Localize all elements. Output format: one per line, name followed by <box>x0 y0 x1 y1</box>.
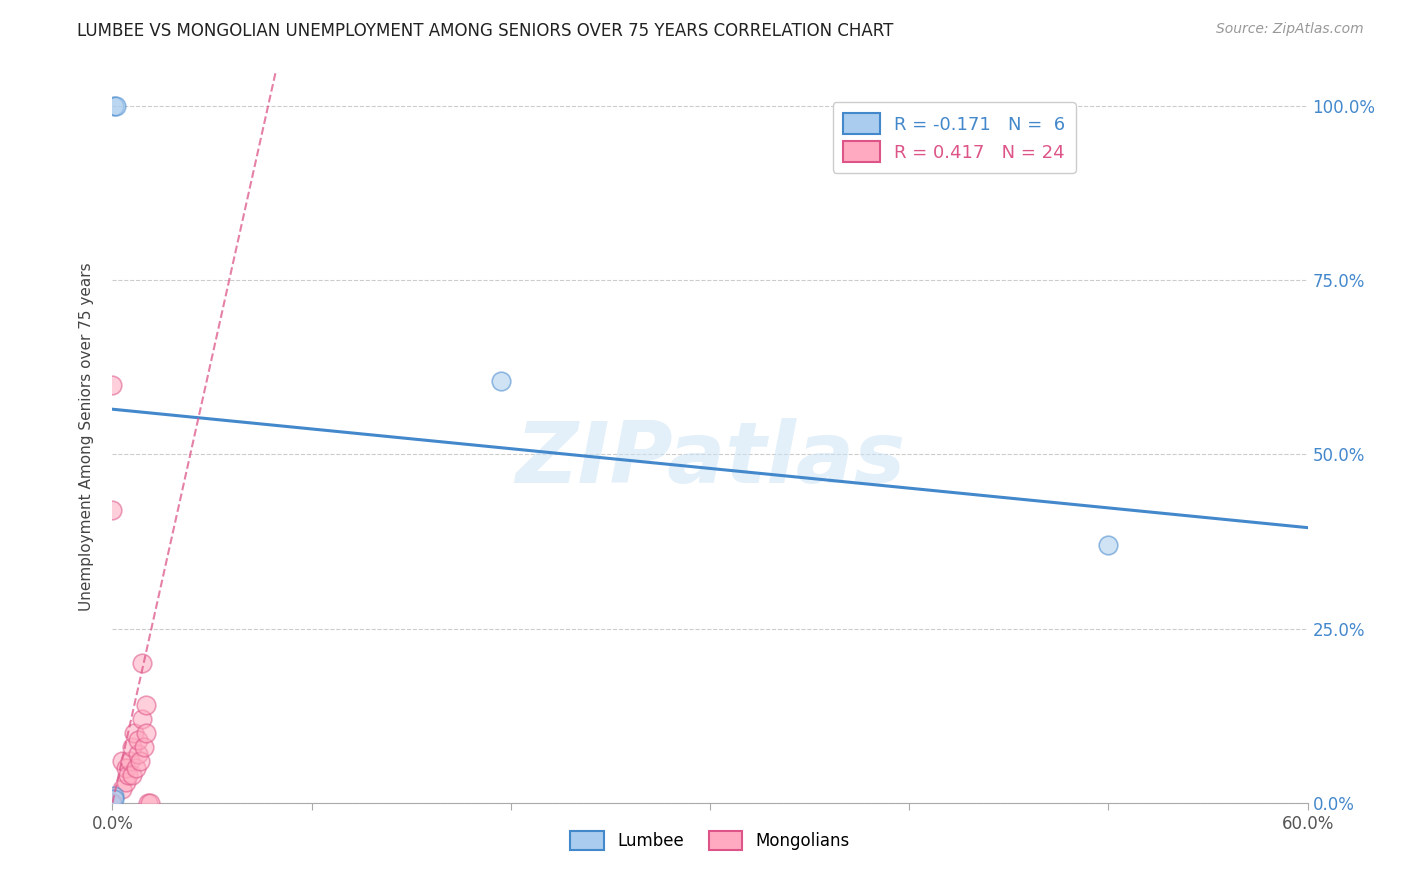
Point <box>115 775 138 789</box>
Point <box>1097 538 1119 552</box>
Point <box>138 796 160 810</box>
Point <box>127 747 149 761</box>
Point <box>135 698 157 713</box>
Point <box>134 740 156 755</box>
Point <box>129 754 152 768</box>
Point <box>139 796 162 810</box>
Point <box>115 761 138 775</box>
Point <box>121 740 143 755</box>
Point <box>489 375 512 389</box>
Point <box>103 99 125 113</box>
Point <box>124 726 146 740</box>
Point <box>121 768 143 782</box>
Text: ZIPatlas: ZIPatlas <box>515 417 905 500</box>
Point <box>131 712 153 726</box>
Point <box>127 733 149 747</box>
Point <box>103 789 125 803</box>
Legend: Lumbee, Mongolians: Lumbee, Mongolians <box>564 824 856 856</box>
Point <box>111 781 134 796</box>
Point <box>101 796 124 810</box>
Point <box>111 754 134 768</box>
Point <box>103 792 125 806</box>
Point <box>101 503 124 517</box>
Point <box>117 768 139 782</box>
Text: LUMBEE VS MONGOLIAN UNEMPLOYMENT AMONG SENIORS OVER 75 YEARS CORRELATION CHART: LUMBEE VS MONGOLIAN UNEMPLOYMENT AMONG S… <box>77 22 894 40</box>
Y-axis label: Unemployment Among Seniors over 75 years: Unemployment Among Seniors over 75 years <box>79 263 94 611</box>
Point <box>135 726 157 740</box>
Point <box>125 761 148 775</box>
Point <box>105 99 128 113</box>
Text: Source: ZipAtlas.com: Source: ZipAtlas.com <box>1216 22 1364 37</box>
Point <box>101 796 124 810</box>
Point <box>131 657 153 671</box>
Point <box>101 377 124 392</box>
Point <box>120 754 142 768</box>
